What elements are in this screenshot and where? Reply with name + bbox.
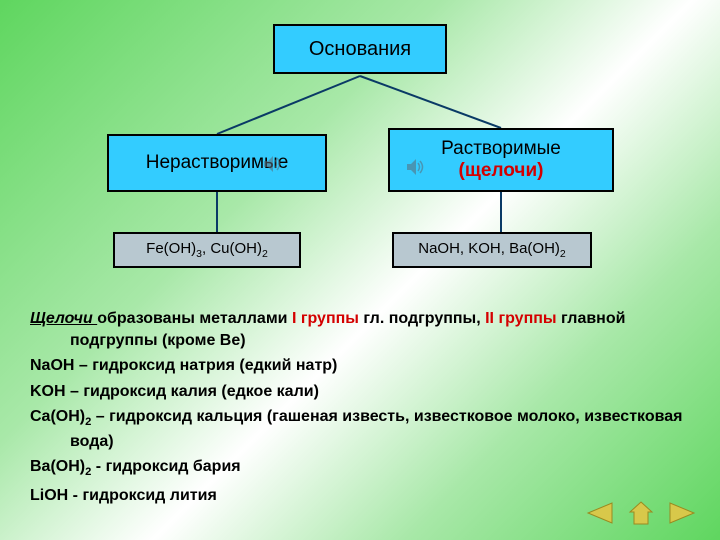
node-insoluble: Нерастворимые <box>107 134 327 192</box>
examples-insoluble: Fe(OH)3, Cu(OH)2 <box>113 232 301 268</box>
desc-line1: Щелочи образованы металлами I группы гл.… <box>30 308 690 351</box>
node-root: Основания <box>273 24 447 74</box>
home-icon[interactable] <box>628 500 654 526</box>
sound-icon[interactable] <box>262 153 284 175</box>
node-soluble-label1: Растворимые <box>441 138 561 160</box>
desc-line5: Ba(OH)2 - гидроксид бария <box>30 456 690 480</box>
examples-soluble-text: NaOH, KOH, Ba(OH)2 <box>418 240 566 260</box>
prev-arrow-icon[interactable] <box>586 501 614 525</box>
desc-line3: KOH – гидроксид калия (едкое кали) <box>30 381 690 403</box>
next-arrow-icon[interactable] <box>668 501 696 525</box>
examples-insoluble-text: Fe(OH)3, Cu(OH)2 <box>146 240 268 260</box>
node-soluble-label2: (щелочи) <box>459 160 544 182</box>
description-block: Щелочи образованы металлами I группы гл.… <box>30 308 690 510</box>
node-root-label: Основания <box>309 38 411 61</box>
desc-line2: NaOH – гидроксид натрия (едкий натр) <box>30 355 690 377</box>
navigation-controls <box>586 500 696 526</box>
desc-line4: Ca(OH)2 – гидроксид кальция (гашеная изв… <box>30 406 690 452</box>
sound-icon[interactable] <box>405 156 427 178</box>
examples-soluble: NaOH, KOH, Ba(OH)2 <box>392 232 592 268</box>
